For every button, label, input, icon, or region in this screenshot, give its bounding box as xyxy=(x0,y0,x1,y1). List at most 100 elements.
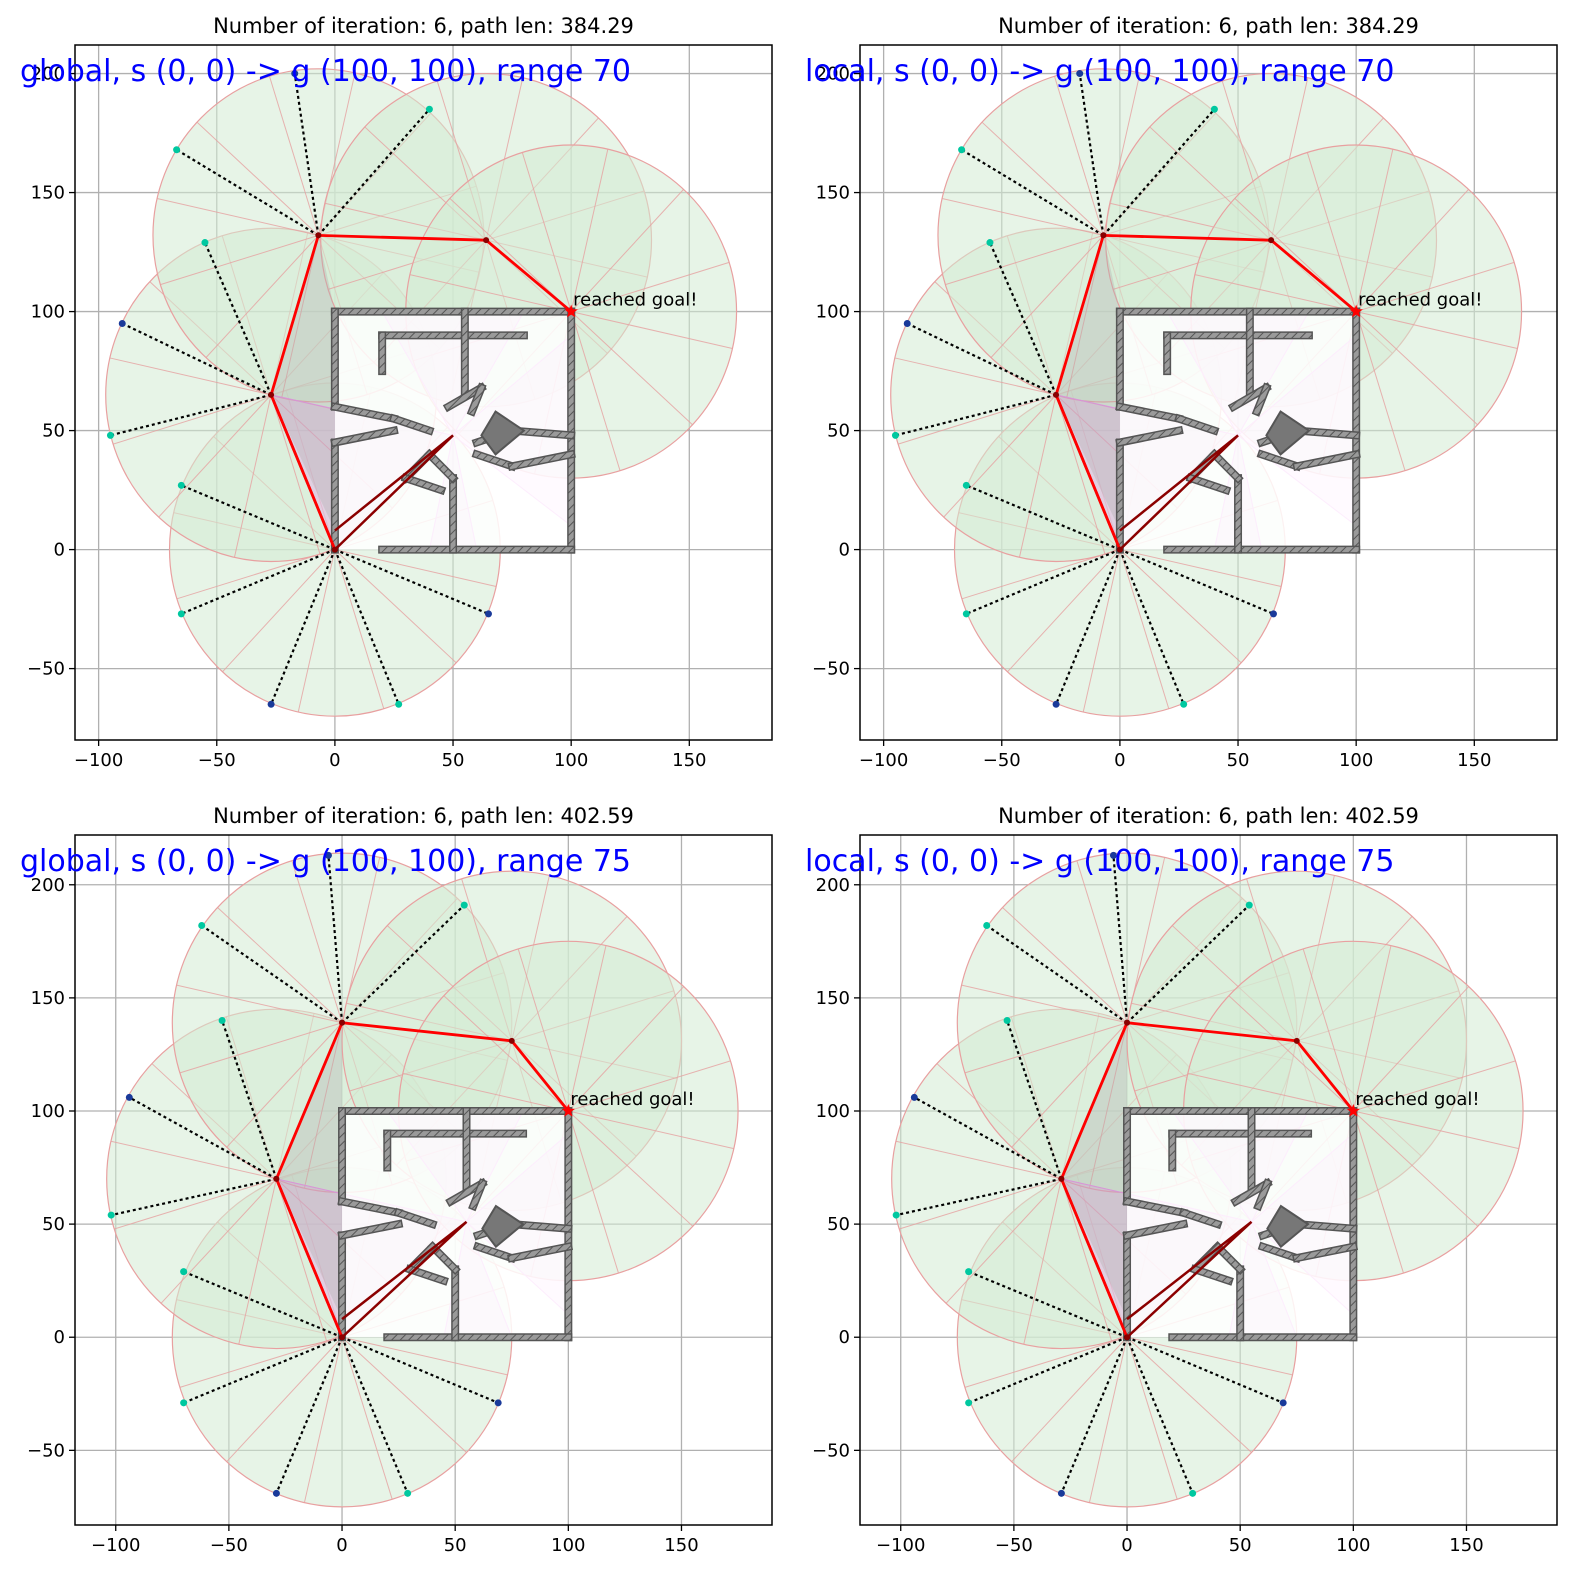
overlay-text: local, s (0, 0) -> g (100, 100), range 7… xyxy=(805,844,1394,879)
ray-0 xyxy=(1060,1336,1129,1494)
range-spoke xyxy=(1055,394,1106,555)
ray-10 xyxy=(317,108,431,237)
range-spoke xyxy=(571,311,733,350)
maze-diamond xyxy=(1265,410,1311,456)
ray-endpoint-1 xyxy=(1189,1489,1197,1497)
range-spoke xyxy=(1355,311,1406,471)
y-tick-label-3: 100 xyxy=(31,1101,65,1122)
maze-wall-8 xyxy=(1175,415,1218,434)
range-spoke xyxy=(1066,235,1104,398)
maze-wall-8 xyxy=(390,415,433,434)
maze-wall-16 xyxy=(1293,1243,1357,1261)
range-spoke xyxy=(521,152,572,312)
ray-endpoint-10 xyxy=(1210,105,1218,113)
x-tick-label-0: −100 xyxy=(876,1535,925,1556)
range-spoke xyxy=(981,121,1104,236)
path-node-1 xyxy=(1053,391,1060,398)
range-spoke xyxy=(1352,1110,1404,1274)
path-node-0 xyxy=(339,1334,346,1341)
ray-endpoint-1 xyxy=(395,700,403,708)
plot-content xyxy=(860,835,1557,1525)
ray-endpoint-3 xyxy=(484,610,492,618)
y-tick-label-1: 0 xyxy=(54,1327,65,1348)
range-spoke xyxy=(158,394,272,518)
range-spoke xyxy=(281,235,319,398)
range-spoke xyxy=(269,76,319,236)
ray-endpoint-5 xyxy=(106,431,114,439)
y-tick-label-0: −50 xyxy=(27,1440,65,1461)
range-spoke xyxy=(1088,1022,1128,1189)
ray-endpoint-2 xyxy=(962,610,970,618)
range-spoke xyxy=(1054,76,1104,236)
range-spoke xyxy=(990,235,1104,358)
range-spoke xyxy=(297,549,336,713)
axes-frame xyxy=(74,834,773,1526)
range-spoke xyxy=(233,394,272,558)
ray-endpoint-10 xyxy=(460,901,468,909)
path-node-1 xyxy=(268,391,275,398)
maze-wall-20 xyxy=(1191,1266,1233,1284)
range-spoke xyxy=(567,986,685,1112)
x-tick-label-1: −50 xyxy=(210,1535,248,1556)
range-spoke xyxy=(1119,549,1170,709)
range-spoke xyxy=(945,234,1104,286)
maze-wall-9 xyxy=(331,427,397,446)
range-spoke xyxy=(1228,995,1354,1112)
ray-endpoint-9 xyxy=(1109,851,1117,859)
range-spoke xyxy=(160,234,319,286)
ray-2 xyxy=(180,548,336,615)
ray-7 xyxy=(203,242,273,396)
maze-wall-20 xyxy=(406,1266,448,1284)
range-spoke xyxy=(568,1060,731,1112)
x-tick-label-1: −50 xyxy=(995,1535,1033,1556)
maze-wall-12 xyxy=(1253,384,1270,415)
x-tick-label-1: −50 xyxy=(198,750,236,771)
goal-annotation: reached goal! xyxy=(570,1089,694,1110)
range-spoke xyxy=(449,197,572,312)
maze-wall-15 xyxy=(1259,1243,1300,1262)
maze-wall-9 xyxy=(1124,1221,1187,1239)
ray-7 xyxy=(221,1020,278,1180)
x-tick-label-0: −100 xyxy=(859,750,908,771)
range-spoke xyxy=(1356,311,1518,350)
overlay-text: local, s (0, 0) -> g (100, 100), range 7… xyxy=(805,54,1394,89)
y-tick-label-4: 150 xyxy=(31,183,65,204)
ray-endpoint-3 xyxy=(1279,1399,1287,1407)
ray-endpoint-9 xyxy=(324,851,332,859)
path-node-2 xyxy=(315,232,322,239)
path-node-0 xyxy=(1116,546,1123,553)
range-spoke xyxy=(568,1110,734,1150)
y-tick-label-5: 200 xyxy=(31,64,65,85)
ray-8 xyxy=(961,148,1104,237)
ray-5 xyxy=(895,1177,1062,1217)
range-spoke xyxy=(222,549,336,673)
range-spoke xyxy=(341,1336,467,1453)
range-spoke xyxy=(1023,1178,1062,1345)
maze-wall-12 xyxy=(468,384,485,415)
range-spoke xyxy=(570,149,609,312)
ray-endpoint-1 xyxy=(404,1489,412,1497)
x-tick-label-3: 50 xyxy=(442,750,465,771)
goal-marker xyxy=(564,304,578,318)
range-spoke xyxy=(179,1336,343,1388)
ray-endpoint-4 xyxy=(180,1268,188,1276)
path-node-2 xyxy=(1100,232,1107,239)
panel-title: Number of iteration: 6, path len: 384.29 xyxy=(998,14,1419,38)
x-tick-label-4: 100 xyxy=(1336,1535,1370,1556)
path-node-2 xyxy=(1124,1019,1131,1026)
y-tick-label-1: 0 xyxy=(839,1327,850,1348)
ray-endpoint-0 xyxy=(1057,1489,1065,1497)
x-tick-label-3: 50 xyxy=(1229,1535,1252,1556)
range-spoke xyxy=(964,1336,1128,1388)
plot-content xyxy=(860,45,1557,740)
maze-wall-16 xyxy=(509,451,575,470)
maze-diamond xyxy=(480,410,526,456)
x-tick-label-4: 100 xyxy=(554,750,588,771)
range-spoke xyxy=(303,1022,343,1189)
range-spoke xyxy=(1355,189,1469,312)
ray-0 xyxy=(270,549,336,705)
panel-title: Number of iteration: 6, path len: 384.29 xyxy=(213,14,634,38)
ray-6 xyxy=(128,1096,277,1180)
overlay-text: global, s (0, 0) -> g (100, 100), range … xyxy=(20,844,631,879)
range-spoke xyxy=(1234,197,1357,312)
